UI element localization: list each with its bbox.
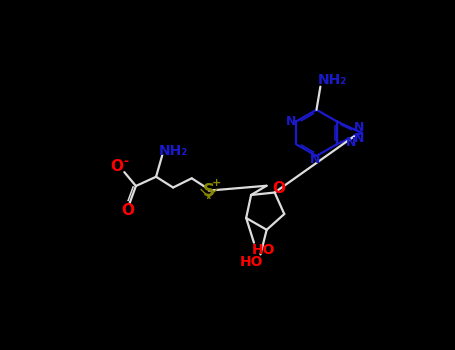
- Text: N: N: [286, 115, 296, 128]
- Text: -: -: [123, 155, 128, 168]
- Text: N: N: [346, 136, 356, 149]
- Text: NH₂: NH₂: [158, 144, 188, 158]
- Text: S: S: [203, 182, 215, 199]
- Text: O: O: [272, 181, 285, 196]
- Text: O: O: [110, 159, 123, 174]
- Text: N: N: [354, 132, 365, 145]
- Text: O: O: [121, 203, 135, 218]
- Text: HO: HO: [239, 255, 263, 269]
- Text: HO: HO: [252, 243, 275, 257]
- Text: N: N: [354, 121, 365, 134]
- Text: +: +: [212, 178, 221, 188]
- Text: NH₂: NH₂: [318, 74, 348, 88]
- Text: N: N: [310, 153, 320, 166]
